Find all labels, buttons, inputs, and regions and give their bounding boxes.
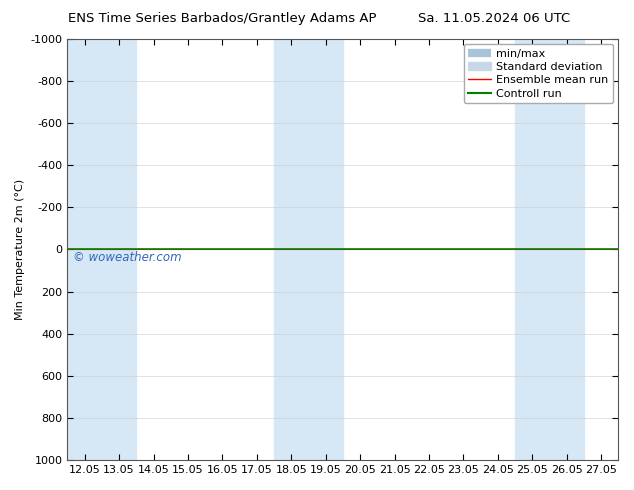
Bar: [515, 39, 584, 460]
Text: Sa. 11.05.2024 06 UTC: Sa. 11.05.2024 06 UTC: [418, 12, 571, 25]
Text: ENS Time Series Barbados/Grantley Adams AP: ENS Time Series Barbados/Grantley Adams …: [68, 12, 376, 25]
Bar: [274, 39, 343, 460]
Bar: [67, 39, 136, 460]
Legend: min/max, Standard deviation, Ensemble mean run, Controll run: min/max, Standard deviation, Ensemble me…: [464, 44, 613, 103]
Text: © woweather.com: © woweather.com: [73, 251, 181, 265]
Y-axis label: Min Temperature 2m (°C): Min Temperature 2m (°C): [15, 179, 25, 320]
